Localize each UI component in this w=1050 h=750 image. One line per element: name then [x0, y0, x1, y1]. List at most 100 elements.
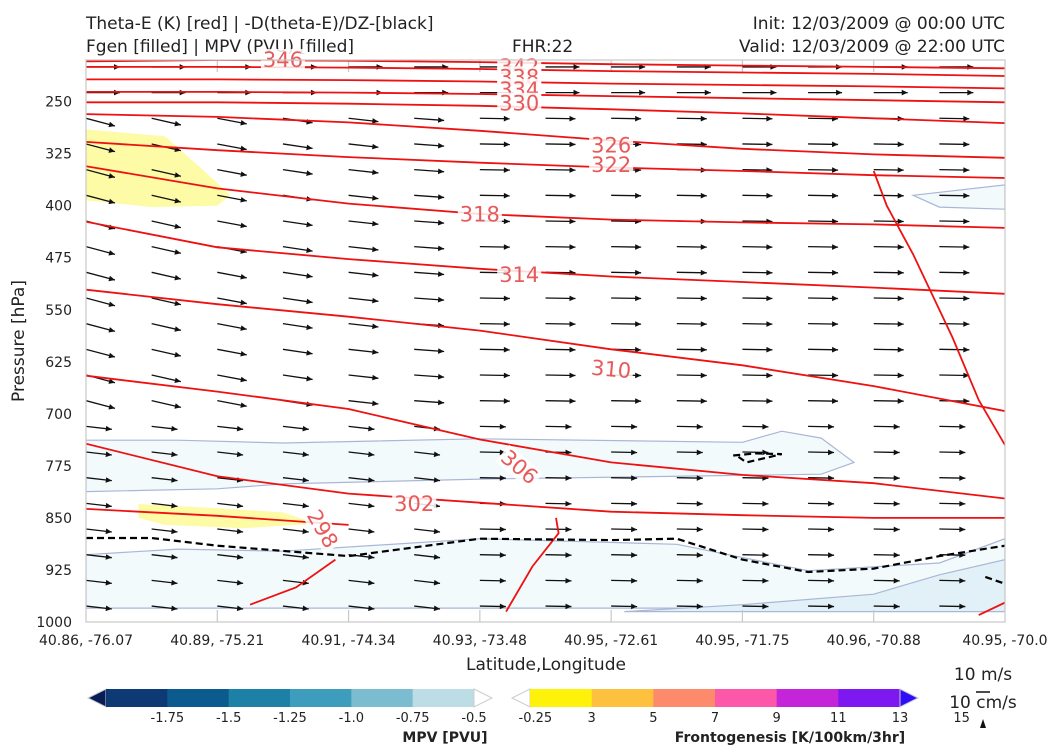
wind-vector-29	[1005, 90, 1039, 96]
wind-vector-head	[569, 321, 576, 327]
init-time: Init: 12/03/2009 @ 00:00 UTC	[752, 14, 1005, 34]
wind-vector-225	[86, 451, 112, 458]
wind-vector-207	[873, 398, 904, 404]
wind-vector-267	[873, 500, 900, 507]
wind-vector-head	[306, 375, 313, 382]
wind-vector-head	[762, 526, 769, 533]
filled-fields	[86, 129, 1005, 613]
wind-vector-205	[742, 398, 773, 404]
wind-vector-64	[348, 168, 379, 176]
wind-vector-157	[545, 321, 576, 327]
wind-vector-head	[770, 64, 777, 70]
wind-vector-head	[174, 120, 181, 127]
wind-vector-317	[217, 605, 244, 612]
wind-vector-144	[676, 295, 707, 302]
mpv-colorbar-segment-0	[106, 689, 168, 707]
wind-vector-156	[479, 321, 510, 327]
wind-vector-head	[700, 115, 707, 122]
wind-vector-head	[433, 554, 441, 560]
wind-vector-27	[873, 89, 908, 96]
wind-vector-head	[1033, 64, 1039, 70]
wind-vector-head	[963, 321, 970, 327]
wind-vector-head	[569, 372, 576, 379]
theta-e-line-8	[86, 220, 1005, 295]
wind-vector-head	[372, 220, 379, 227]
wind-vector-head	[635, 269, 642, 276]
wind-vector-50	[414, 142, 445, 149]
wind-vector-head	[503, 295, 510, 302]
wind-vector-head	[832, 295, 839, 302]
y-tick-325: 325	[45, 147, 72, 163]
y-tick-475: 475	[45, 251, 72, 267]
fgen-colorbar-left-tip	[510, 688, 531, 708]
mpv-colorbar-tick-6: -0.25	[519, 711, 553, 726]
wind-vector-head	[240, 299, 247, 306]
wind-vector-110	[414, 245, 445, 252]
wind-vector-82	[545, 192, 576, 199]
wind-vector-196	[151, 400, 182, 409]
wind-vector-head	[631, 449, 638, 456]
wind-vector-head	[437, 168, 445, 175]
wind-vector-head	[306, 170, 313, 176]
wind-vector-head	[901, 89, 908, 96]
wind-vector-281	[808, 526, 835, 533]
contour-label-310: 310	[590, 356, 632, 383]
wind-vector-39	[676, 115, 707, 122]
wind-vector-170	[414, 348, 445, 354]
wind-vector-head	[700, 269, 707, 276]
wind-vector-294	[676, 552, 703, 558]
wind-vector-head	[306, 324, 313, 330]
wind-vector-200	[414, 399, 445, 406]
theta-e-line-3	[86, 91, 1005, 104]
wind-vector-head	[368, 502, 375, 509]
wind-vector-313	[939, 577, 966, 584]
wind-vector-head	[105, 528, 112, 535]
wind-vector-171	[479, 346, 510, 353]
wind-vector-head	[368, 451, 375, 458]
wind-vector-65	[414, 168, 445, 175]
fgen-colorbar-tick-5: 13	[892, 711, 909, 726]
contour-label-302: 302	[394, 492, 434, 516]
wind-vector-head	[569, 346, 576, 353]
wind-vector-285	[86, 554, 112, 560]
plot-frame	[85, 59, 1006, 623]
x-tick-label-6: 40.96, -70.88	[827, 633, 921, 649]
wind-vector-head	[306, 350, 313, 356]
theta-e-line-4	[86, 101, 1005, 124]
wind-vector-head	[174, 326, 181, 332]
wind-vector-327	[873, 603, 900, 610]
wind-vector-head	[171, 605, 178, 612]
wind-vector-head	[828, 526, 835, 533]
fgen-colorbar-segment-0	[530, 689, 593, 707]
title-line1: Theta-E (K) [red] | -D(theta-E)/DZ-[blac…	[86, 14, 434, 34]
wind-vector-head	[442, 89, 449, 96]
wind-vector-83	[611, 192, 642, 199]
wind-vector-163	[939, 321, 970, 327]
forecast-hour: FHR:22	[512, 37, 574, 57]
wind-vector-head	[1029, 373, 1035, 379]
wind-vector-237	[873, 449, 900, 456]
wind-vector-280	[742, 526, 769, 533]
wind-vector-head	[503, 115, 510, 122]
wind-vector-head	[105, 451, 112, 458]
fgen-colorbar-tick-6: 15	[953, 711, 970, 726]
wind-vector-209	[1004, 400, 1005, 402]
wind-vector-105	[86, 246, 116, 256]
wind-vector-154	[348, 323, 379, 330]
dtheta-dz-contours	[86, 452, 1005, 585]
wind-vector-head	[171, 554, 178, 560]
wind-vector-head	[762, 552, 769, 558]
wind-vector-224	[1004, 426, 1005, 427]
wind-vector-181	[151, 374, 182, 384]
wind-vector-22	[545, 89, 580, 96]
y-axis-label: Pressure [hPa]	[9, 280, 29, 402]
fgen-colorbar-tick-2: 7	[711, 711, 719, 726]
wind-vector-head	[108, 147, 115, 153]
wind-vector-72	[873, 167, 904, 173]
theta-e-line-5	[86, 113, 1005, 159]
wind-vector-79	[348, 194, 379, 201]
wind-vector-305	[414, 579, 441, 586]
wind-vector-57	[873, 141, 904, 148]
wind-vector-head	[828, 423, 835, 430]
wind-vector-head	[174, 403, 181, 409]
